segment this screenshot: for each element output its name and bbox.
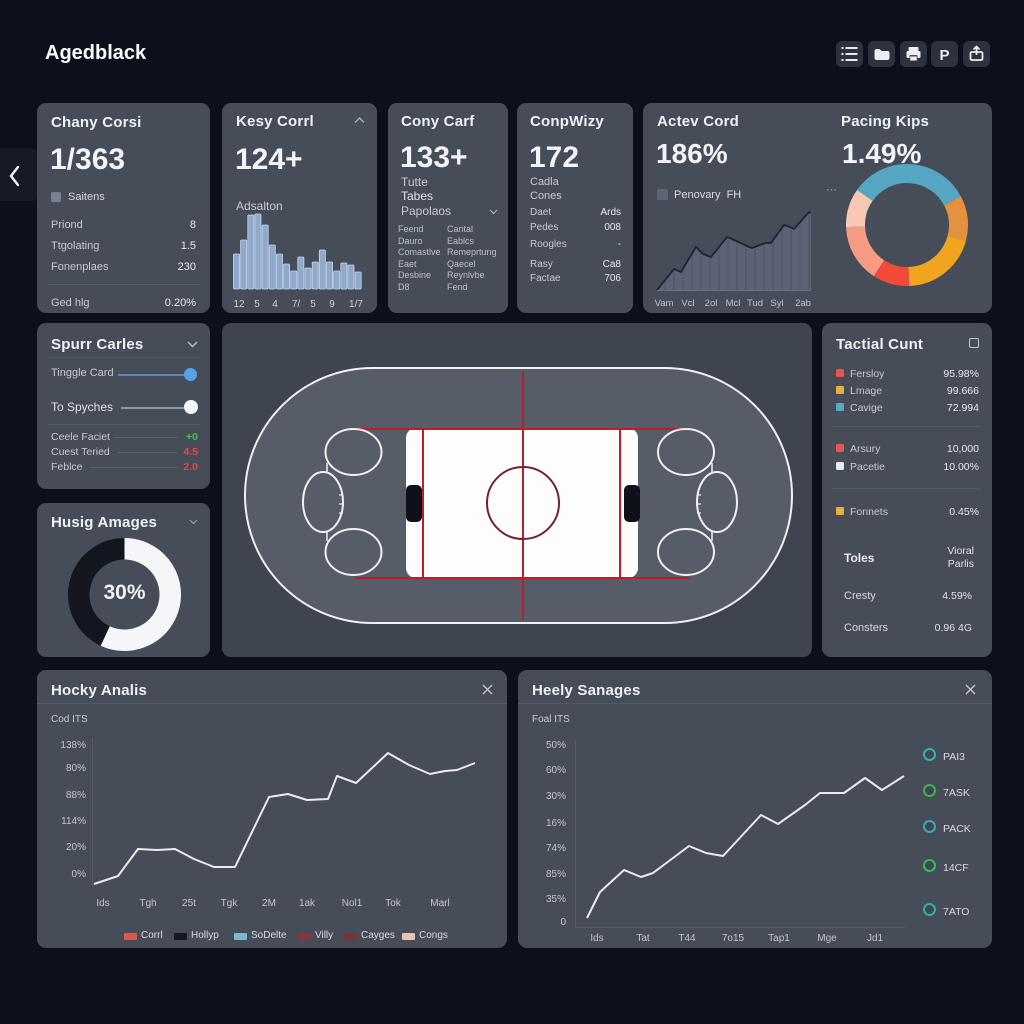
svg-text:P: P bbox=[939, 47, 949, 64]
